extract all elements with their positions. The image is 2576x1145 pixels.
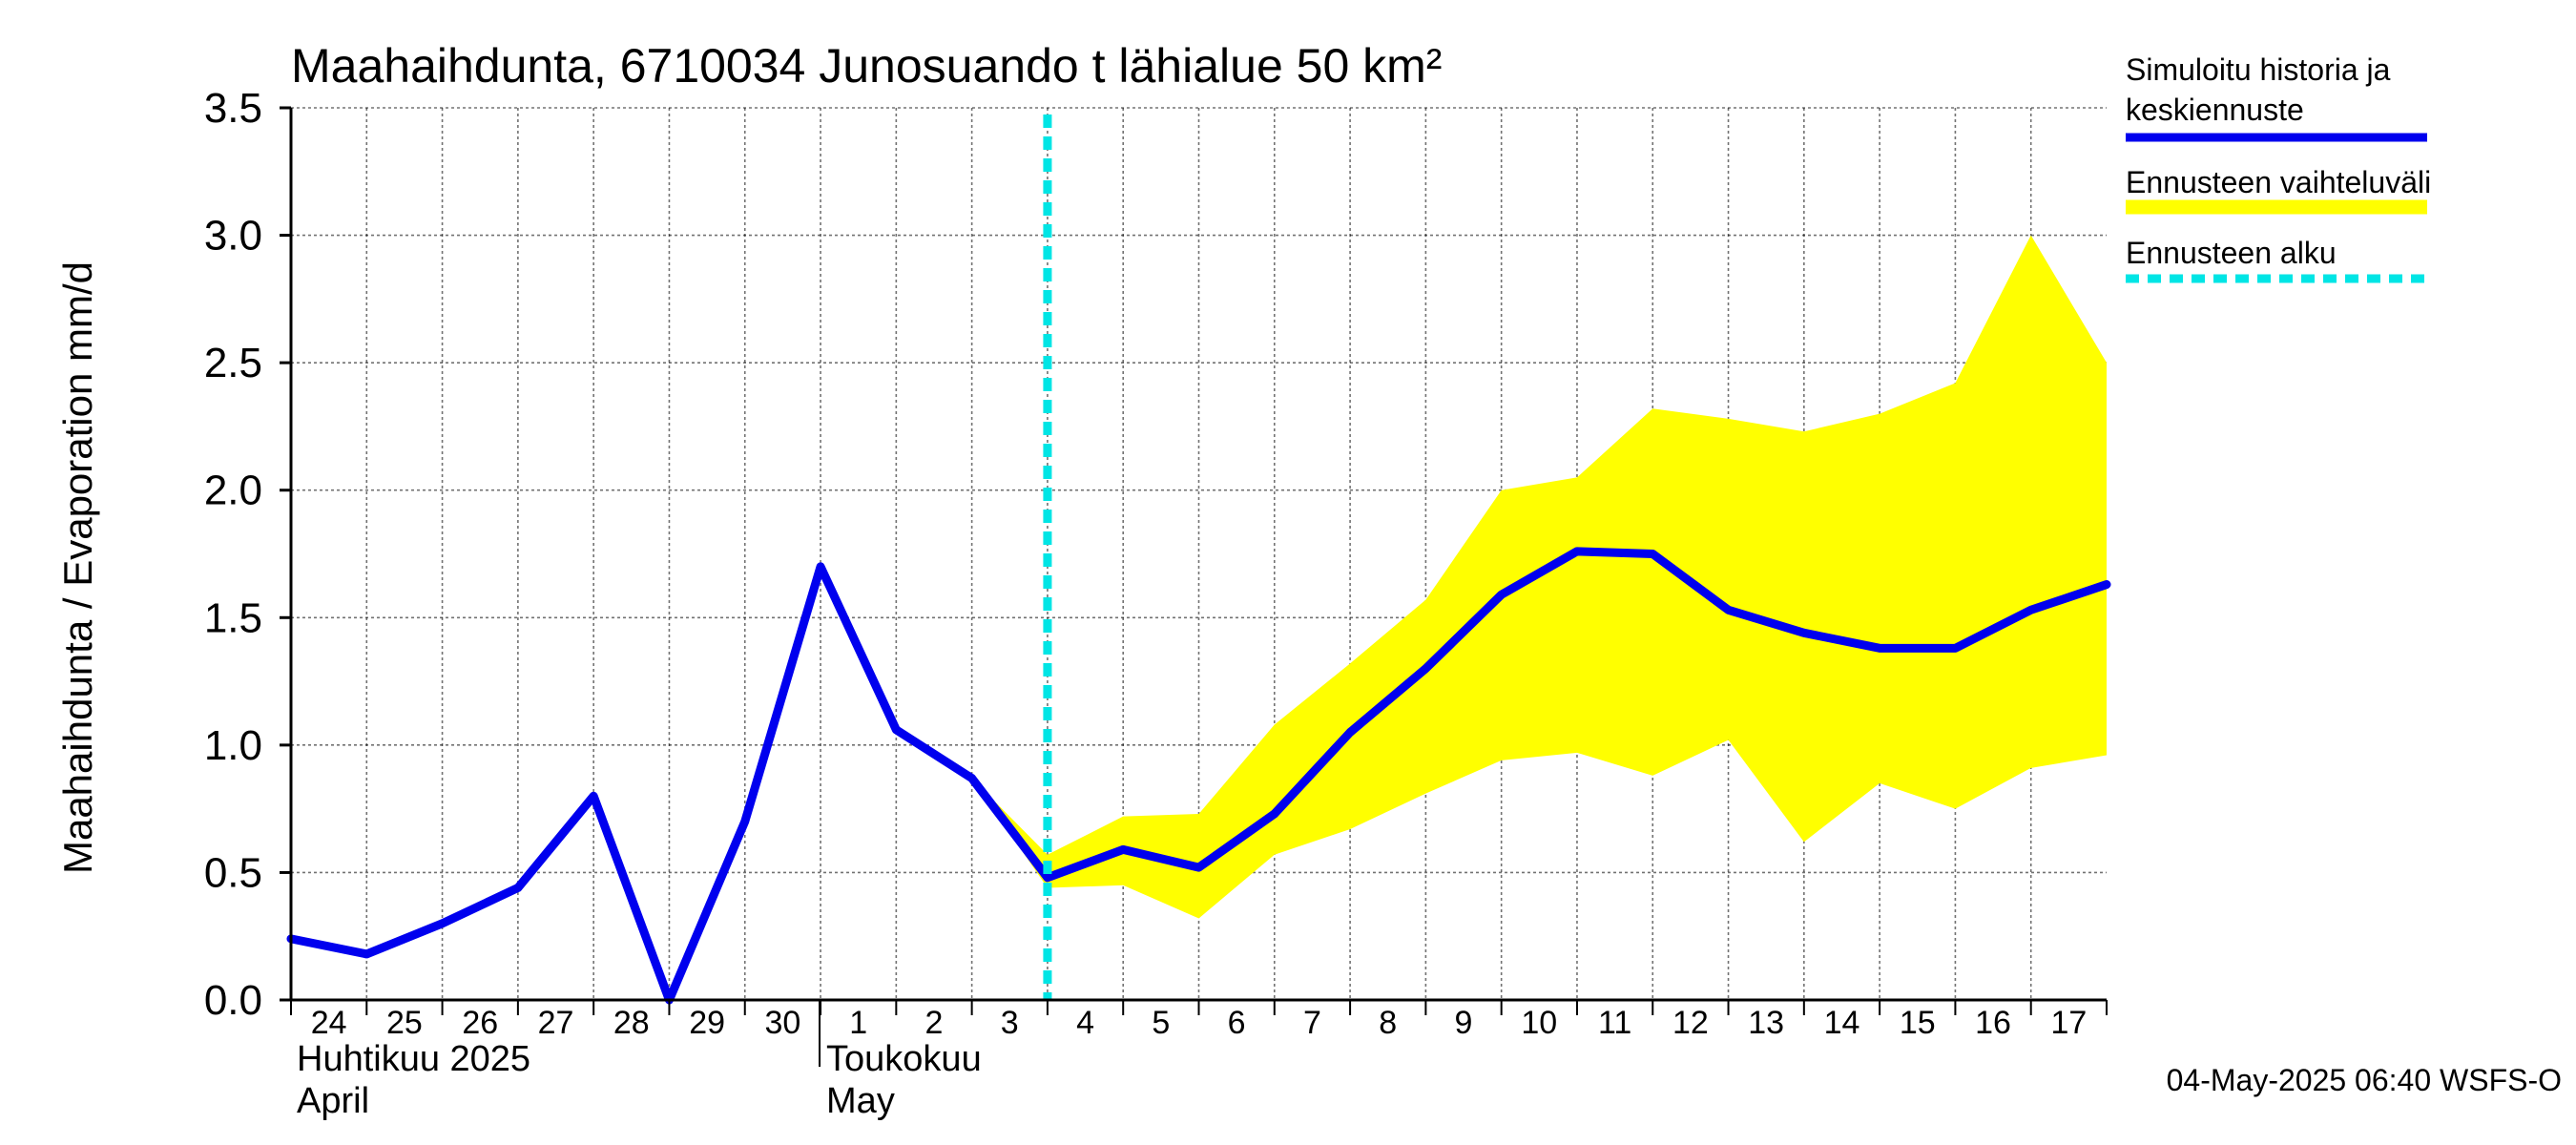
month-label-en: April bbox=[297, 1081, 369, 1121]
x-tick-label: 4 bbox=[1076, 1005, 1094, 1041]
x-tick-label: 7 bbox=[1303, 1005, 1321, 1041]
timestamp: 04-May-2025 06:40 WSFS-O bbox=[2167, 1063, 2562, 1097]
x-tick-label: 27 bbox=[538, 1005, 574, 1041]
x-tick-label: 30 bbox=[764, 1005, 800, 1041]
month-label-en: May bbox=[826, 1081, 895, 1121]
x-tick-label: 10 bbox=[1521, 1005, 1557, 1041]
x-tick-label: 3 bbox=[1001, 1005, 1019, 1041]
legend-band-label: Ennusteen vaihteluväli bbox=[2126, 165, 2431, 199]
y-tick-label: 1.5 bbox=[204, 594, 262, 641]
x-tick-label: 11 bbox=[1598, 1005, 1631, 1041]
chart-title: Maahaihdunta, 6710034 Junosuando t lähia… bbox=[291, 39, 1442, 93]
simulated-history-line bbox=[286, 547, 2111, 1005]
x-tick-label: 1 bbox=[849, 1005, 867, 1041]
x-tick-label: 24 bbox=[311, 1005, 347, 1041]
y-tick-label: 1.0 bbox=[204, 722, 262, 769]
x-tick-label: 28 bbox=[613, 1005, 650, 1041]
x-tick-label: 14 bbox=[1824, 1005, 1860, 1041]
y-axis-label: Maahaihdunta / Evaporation mm/d bbox=[55, 261, 100, 874]
legend-start-label: Ennusteen alku bbox=[2126, 236, 2337, 270]
y-tick-label: 3.5 bbox=[204, 85, 262, 132]
legend-history-label-2: keskiennuste bbox=[2126, 93, 2304, 127]
x-tick-label: 26 bbox=[462, 1005, 498, 1041]
x-tick-label: 6 bbox=[1228, 1005, 1246, 1041]
x-tick-label: 8 bbox=[1379, 1005, 1397, 1041]
y-tick-label: 0.0 bbox=[204, 977, 262, 1024]
x-tick-label: 13 bbox=[1748, 1005, 1784, 1041]
y-tick-label: 3.0 bbox=[204, 213, 262, 260]
axis-layer: 0.00.51.01.52.02.53.03.524 25 26 27 28 29 30 1 2… bbox=[204, 85, 2108, 1121]
x-tick-label: 16 bbox=[1975, 1005, 2011, 1041]
x-tick-label: 29 bbox=[689, 1005, 725, 1041]
legend: Simuloitu historia ja keskiennuste Ennus… bbox=[2126, 52, 2431, 283]
month-label-fi: Huhtikuu 2025 bbox=[297, 1039, 530, 1079]
x-tick-label: 15 bbox=[1900, 1005, 1936, 1041]
x-tick-label: 17 bbox=[2050, 1005, 2087, 1041]
y-tick-label: 2.5 bbox=[204, 340, 262, 386]
legend-history-label-1: Simuloitu historia ja bbox=[2126, 52, 2391, 87]
x-tick-label: 25 bbox=[386, 1005, 423, 1041]
x-tick-label: 9 bbox=[1455, 1005, 1473, 1041]
x-tick-label: 2 bbox=[925, 1005, 944, 1041]
x-tick-label: 5 bbox=[1152, 1005, 1170, 1041]
month-label-fi: Toukokuu bbox=[826, 1039, 982, 1079]
y-tick-label: 2.0 bbox=[204, 468, 262, 514]
x-tick-label: 12 bbox=[1672, 1005, 1709, 1041]
y-tick-label: 0.5 bbox=[204, 849, 262, 896]
